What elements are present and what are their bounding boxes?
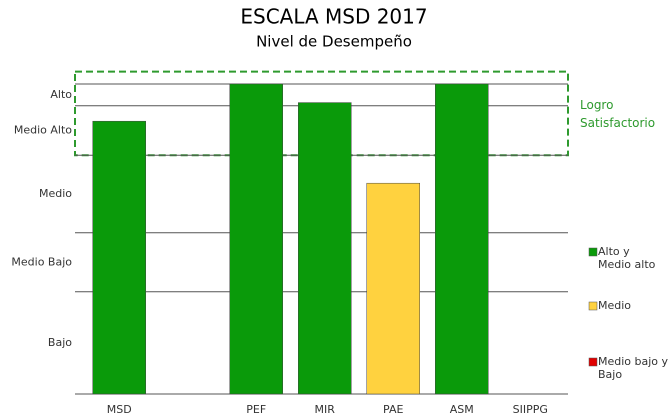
bar bbox=[229, 83, 283, 395]
bar bbox=[366, 182, 420, 395]
legend-label: Medio bajo y bbox=[598, 355, 669, 368]
legend-label: Medio alto bbox=[598, 258, 656, 271]
x-tick-label: ASM bbox=[450, 403, 474, 416]
bar bbox=[435, 83, 489, 395]
y-level-label: Bajo bbox=[48, 336, 72, 349]
x-tick-label: MSD bbox=[107, 403, 132, 416]
legend-label: Medio bbox=[598, 299, 631, 312]
legend-label: Alto y bbox=[598, 245, 630, 258]
x-tick-label: PAE bbox=[383, 403, 403, 416]
chart-subtitle: Nivel de Desempeño bbox=[256, 33, 412, 51]
y-level-label: Medio bbox=[39, 187, 72, 200]
x-tick-label: PEF bbox=[246, 403, 266, 416]
annotation-text: Logro bbox=[580, 98, 613, 112]
chart-title: ESCALA MSD 2017 bbox=[240, 5, 427, 29]
legend-label: Bajo bbox=[598, 368, 622, 381]
y-level-label: Alto bbox=[50, 88, 72, 101]
legend-swatch bbox=[588, 357, 598, 367]
legend-swatch bbox=[588, 247, 598, 257]
x-tick-label: MIR bbox=[315, 403, 336, 416]
bar bbox=[298, 102, 352, 395]
annotation-text: Satisfactorio bbox=[580, 116, 655, 130]
x-tick-label: SIIPPG bbox=[513, 403, 548, 416]
annotation-box bbox=[74, 70, 569, 157]
y-level-label: Medio Alto bbox=[14, 124, 72, 137]
bar bbox=[92, 120, 146, 395]
legend-swatch bbox=[588, 301, 598, 311]
y-level-label: Medio Bajo bbox=[11, 255, 72, 268]
